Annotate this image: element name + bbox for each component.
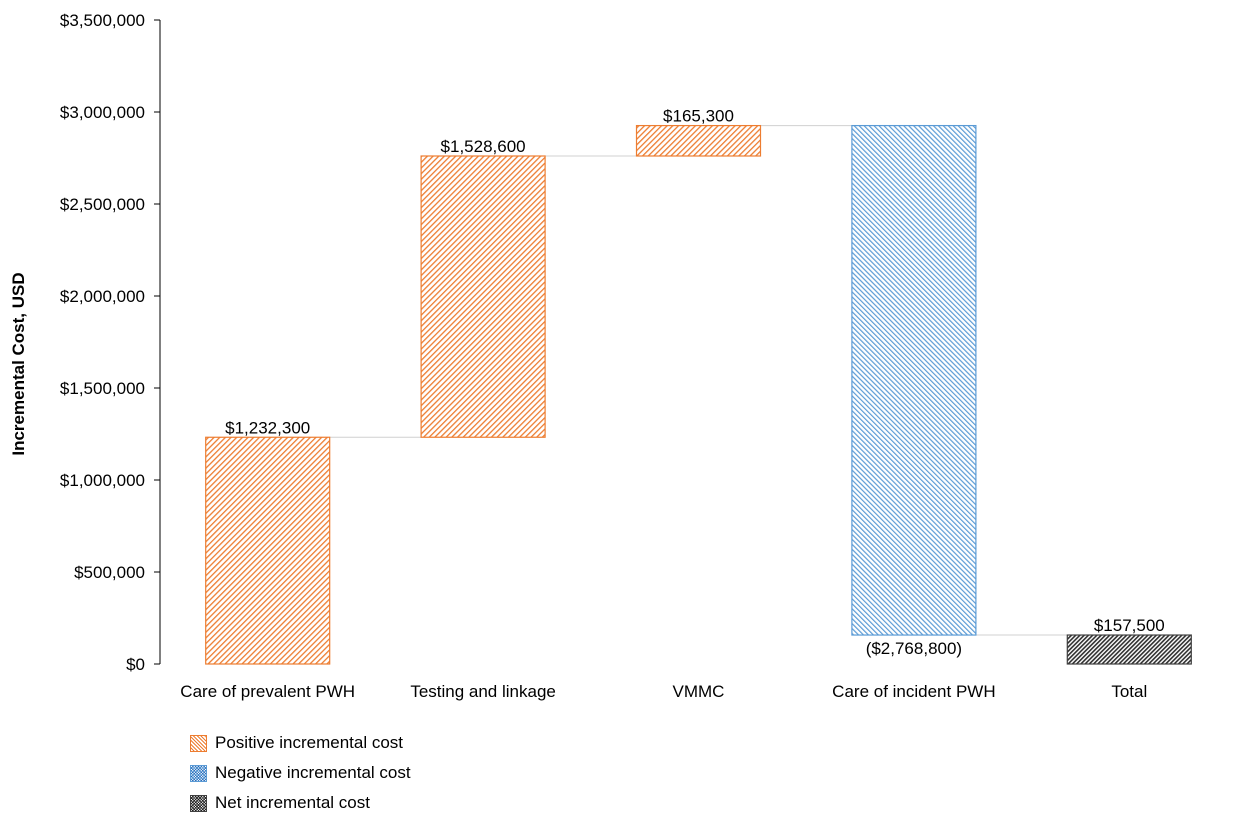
y-tick-label: $0 (126, 655, 145, 674)
y-tick-label: $2,000,000 (60, 287, 145, 306)
category-labels: Care of prevalent PWH Testing and linkage… (180, 682, 1147, 701)
x-category-label: Total (1111, 682, 1147, 701)
y-tick-label: $3,500,000 (60, 11, 145, 30)
legend-label-positive: Positive incremental cost (215, 733, 404, 752)
legend: Positive incremental cost Negative incre… (190, 728, 411, 818)
legend-swatch-positive (190, 734, 207, 752)
bar-care-of-prevalent-pwh (205, 436, 331, 665)
connector-lines (329, 125, 1068, 636)
x-category-label: Testing and linkage (410, 682, 556, 701)
y-tick-label: $3,000,000 (60, 103, 145, 122)
bar-care-of-incident-pwh (851, 124, 977, 636)
bar-testing-and-linkage (420, 155, 546, 438)
y-tick-label: $2,500,000 (60, 195, 145, 214)
x-category-label: VMMC (673, 682, 725, 701)
data-label: $157,500 (1094, 616, 1165, 635)
data-label: $1,232,300 (225, 418, 310, 437)
legend-label-negative: Negative incremental cost (215, 763, 411, 782)
y-tick-label: $1,500,000 (60, 379, 145, 398)
data-labels: $1,232,300 $1,528,600 $165,300 ($2,768,800)… (225, 107, 1165, 658)
bar-vmmc (635, 124, 762, 157)
waterfall-chart: Incremental Cost, USD $0 $500,000 $1,000,0… (9, 11, 1192, 701)
y-tick-label: $500,000 (74, 563, 145, 582)
legend-item-positive: Positive incremental cost (190, 728, 411, 758)
legend-item-net: Net incremental cost (190, 788, 411, 818)
data-label: ($2,768,800) (866, 639, 962, 658)
bars (205, 124, 1192, 665)
x-category-label: Care of incident PWH (832, 682, 995, 701)
x-category-label: Care of prevalent PWH (180, 682, 355, 701)
data-label: $1,528,600 (441, 137, 526, 156)
legend-swatch-net (190, 794, 207, 812)
bar-total (1066, 634, 1192, 665)
y-axis-ticks: $0 $500,000 $1,000,000 $1,500,000 $2,000,000… (60, 11, 160, 674)
legend-label-net: Net incremental cost (215, 793, 370, 812)
legend-item-negative: Negative incremental cost (190, 758, 411, 788)
legend-swatch-negative (190, 764, 207, 782)
y-tick-label: $1,000,000 (60, 471, 145, 490)
data-label: $165,300 (663, 107, 734, 126)
y-axis-label: Incremental Cost, USD (9, 272, 28, 455)
